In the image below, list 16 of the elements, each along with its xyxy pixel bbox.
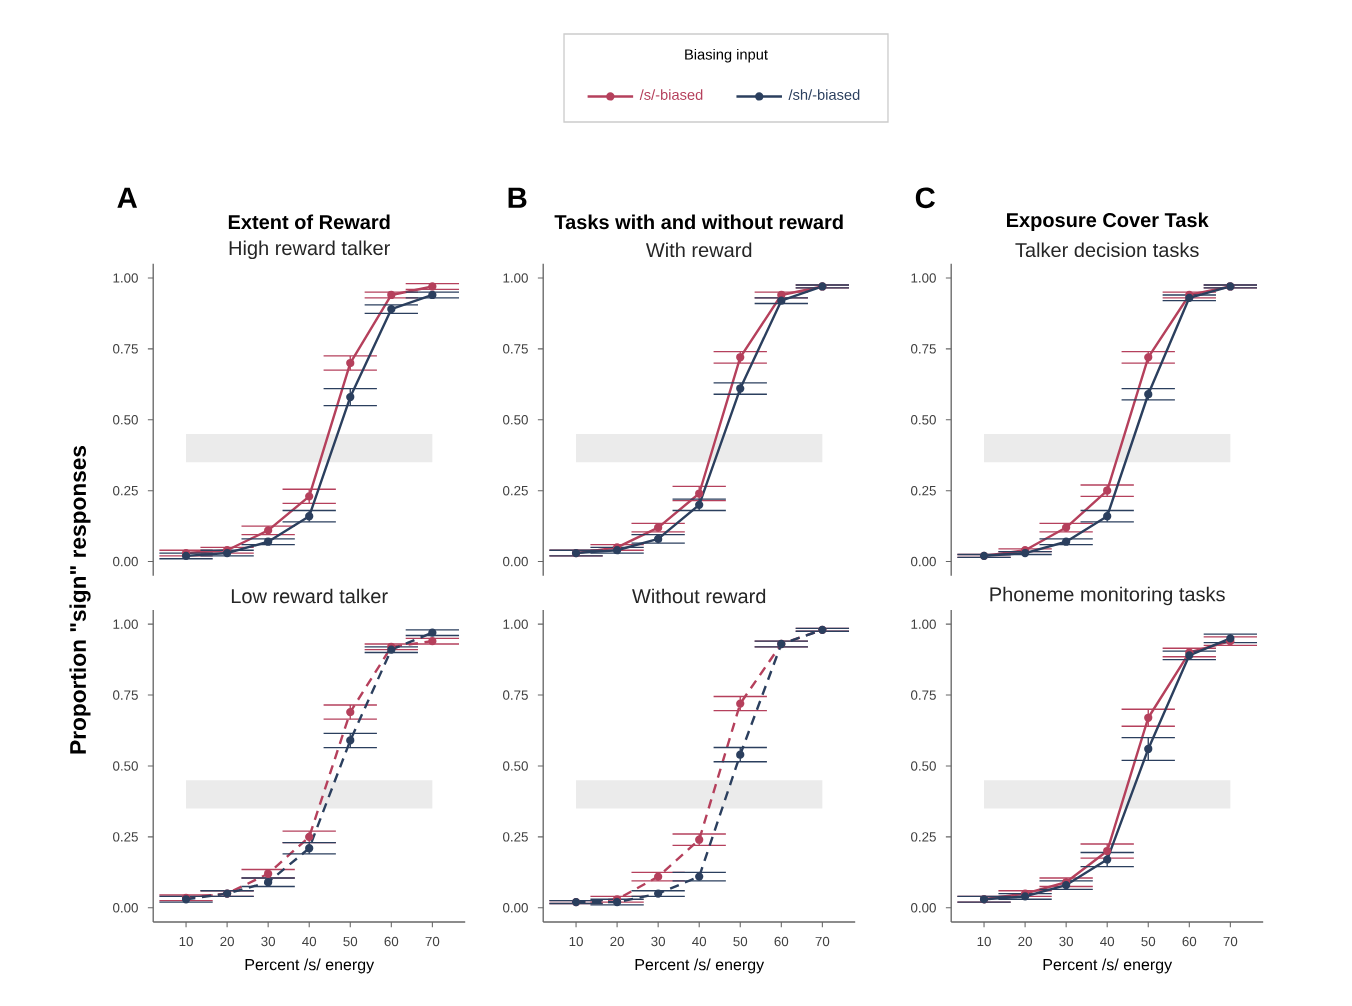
x-axis-title: Percent /s/ energy	[1043, 958, 1173, 974]
x-axis-title: Percent /s/ energy	[635, 958, 765, 974]
chart-subtitle: Phoneme monitoring tasks	[990, 586, 1225, 606]
text: B	[508, 187, 527, 208]
chart-title: Exposure Cover Task	[1007, 212, 1209, 232]
chart-title: Extent of Reward	[228, 214, 390, 230]
chart-subtitle: With reward	[645, 242, 752, 258]
chart-subtitle: Talker decision tasks	[1015, 242, 1199, 258]
text: A	[117, 187, 138, 208]
x-axis-title: Percent /s/ energy	[245, 958, 375, 974]
text: C	[915, 187, 935, 209]
y-axis-title: Proportion "sign" responses	[69, 445, 91, 754]
chart-subtitle: Low reward talker	[231, 588, 388, 604]
chart-subtitle: High reward talker	[229, 240, 390, 260]
chart-title: Tasks with and without reward	[554, 214, 843, 230]
chart-subtitle: Without reward	[632, 588, 766, 604]
